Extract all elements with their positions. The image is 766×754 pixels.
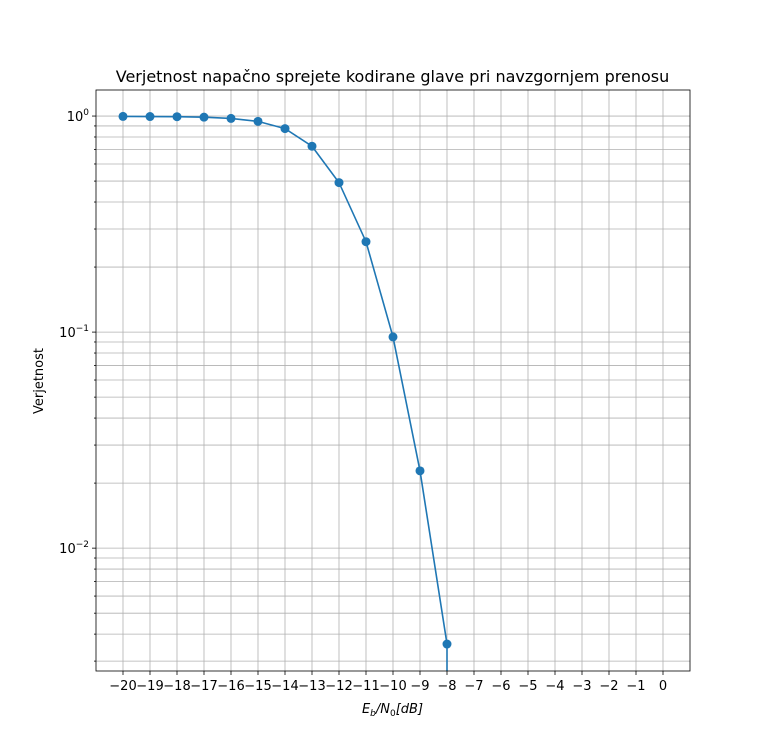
x-tick-label: −8 [437,679,456,694]
x-tick-label: −15 [244,679,271,694]
y-axis: 100 10−1 10−2 [59,108,96,662]
y-tick-label: 100 [67,108,90,125]
x-axis-label: Eb/N0[dB] [362,702,423,719]
x-tick-label: −3 [572,679,591,694]
x-tick-label: −11 [352,679,379,694]
x-tick-label: −10 [379,679,406,694]
data-point [307,141,317,151]
data-point [361,237,371,247]
x-tick-label: −2 [599,679,618,694]
x-tick-label: −7 [464,679,483,694]
x-tick-label: 0 [659,679,667,694]
data-point [118,111,128,121]
x-tick-label: −1 [626,679,645,694]
x-tick-label: −5 [518,679,537,694]
data-point [415,466,425,476]
x-axis: −20 −19 −18 −17 −16 −15 −14 −13 −12 −11 −10 −9 −8 −7−… [109,671,667,694]
x-tick-label: −9 [410,679,429,694]
x-tick-label: −4 [545,679,564,694]
data-point [280,124,290,134]
y-tick-label: 10−1 [59,324,89,341]
x-tick-label: −6 [491,679,510,694]
x-tick-label: −16 [217,679,244,694]
plot-area [118,111,452,671]
data-point [253,116,263,126]
x-tick-label: −19 [136,679,163,694]
x-tick-label: −12 [325,679,352,694]
x-tick-label: −14 [271,679,298,694]
y-tick-label: 10−2 [59,540,89,557]
x-tick-label: −17 [190,679,217,694]
chart-title: Verjetnost napačno sprejete kodirane gla… [116,67,669,86]
series-line [122,115,448,671]
grid [96,90,690,671]
data-point [172,112,182,122]
data-point [442,639,452,649]
data-point [226,113,236,123]
y-axis-label: Verjetnost [32,348,47,414]
x-tick-label: −20 [109,679,136,694]
data-point [199,112,209,122]
data-point [388,332,398,342]
x-tick-label: −13 [298,679,325,694]
x-tick-label: −18 [163,679,190,694]
data-point [334,178,344,188]
data-point [145,112,155,122]
